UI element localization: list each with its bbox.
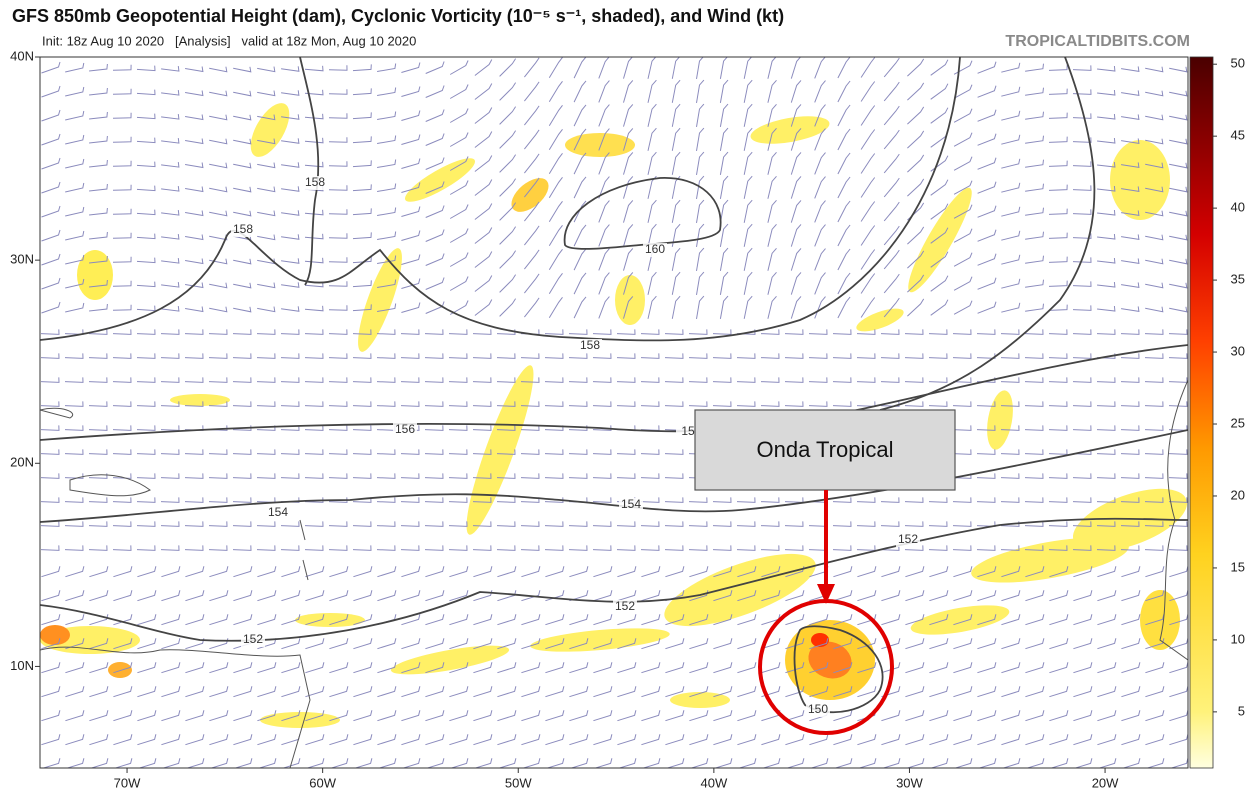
vorticity-blob: [405, 158, 475, 202]
vorticity-blob: [250, 103, 290, 157]
vorticity-blob: [260, 712, 340, 728]
contour-label-bg: [393, 423, 417, 437]
vorticity-blob: [40, 625, 70, 645]
contour-label: 152: [243, 632, 263, 646]
vorticity-blob: [77, 250, 113, 300]
contour-label: 152: [615, 599, 635, 613]
vorticity-blob: [856, 308, 904, 332]
annotation-box: [694, 409, 956, 491]
vorticity-blob: [908, 187, 972, 293]
lon-tick-label: 60W: [309, 775, 336, 790]
vorticity-blob: [170, 394, 230, 406]
highlight-circle: [758, 599, 894, 735]
lat-tick-label: 40N: [10, 48, 34, 63]
lon-tick-label: 30W: [896, 775, 923, 790]
vorticity-blob: [108, 662, 132, 678]
brand: TROPICALTIDBITS.COM: [1005, 33, 1190, 50]
colorbar: [1189, 56, 1214, 769]
colorbar-tick-label: 15: [1231, 559, 1245, 574]
lat-tick-label: 10N: [10, 658, 34, 673]
vorticity-blob: [390, 645, 510, 675]
contour-label-bg: [241, 633, 265, 647]
map-frame: [39, 56, 1189, 769]
contour-label: 158: [305, 175, 325, 189]
height-contour: [299, 57, 320, 286]
height-contour: [793, 625, 884, 714]
contour-label-bg: [806, 703, 830, 717]
vorticity-blob: [971, 537, 1129, 583]
lon-tick-label: 70W: [114, 775, 141, 790]
colorbar-tick-label: 25: [1231, 415, 1245, 430]
lat-tick-label: 20N: [10, 455, 34, 470]
vorticity-blob: [910, 605, 1010, 635]
contour-label: 158: [580, 338, 600, 352]
height-contour: [40, 57, 961, 342]
contour-label: 156: [395, 422, 415, 436]
height-contour: [40, 517, 1188, 642]
map-layers: 158 158 160 158 156 15 154 154 152 152 152 150: [40, 57, 1188, 768]
colorbar-tick-label: 50: [1231, 56, 1245, 71]
contour-label: 15: [681, 424, 695, 438]
vorticity-blob: [511, 178, 549, 212]
lat-tick-label: 30N: [10, 252, 34, 267]
contour-label-bg: [266, 506, 290, 520]
contour-label: 150: [808, 702, 828, 716]
lon-tick-label: 50W: [505, 775, 532, 790]
contour-label-bg: [896, 533, 920, 547]
height-contour: [879, 57, 1096, 411]
vorticity-blob: [530, 628, 670, 652]
contour-label: 158: [233, 222, 253, 236]
contour-label-bg: [578, 339, 602, 353]
vorticity-blob: [750, 116, 830, 144]
contour-label-bg: [619, 498, 643, 512]
map-background: [40, 57, 1188, 768]
colorbar-tick-label: 45: [1231, 128, 1245, 143]
subtitle: Init: 18z Aug 10 2020 [Analysis] valid a…: [42, 33, 416, 48]
colorbar-tick-label: 40: [1231, 200, 1245, 215]
lon-tick-label: 40W: [700, 775, 727, 790]
vorticity-blob: [466, 365, 534, 535]
title: GFS 850mb Geopotential Height (dam), Cyc…: [12, 6, 784, 26]
lon-tick-label: 20W: [1092, 775, 1119, 790]
contour-label: 154: [621, 497, 641, 511]
contour-label-bg: [303, 176, 327, 190]
vorticity-blob: [565, 133, 635, 157]
contour-label: 152: [898, 532, 918, 546]
arrow-head: [817, 584, 835, 604]
contour-label-bg: [676, 425, 700, 439]
contour-label: 160: [645, 242, 665, 256]
height-contour: [563, 177, 722, 250]
vorticity-blob: [1072, 488, 1188, 552]
colorbar-tick-label: 20: [1231, 487, 1245, 502]
contour-label-bg: [613, 600, 637, 614]
colorbar-tick-label: 10: [1231, 631, 1245, 646]
axis-ticks: 40N 30N 20N 10N 70W 60W 50W 40W 30W 20W 5 10 15 20 25 3…: [10, 48, 1245, 790]
vorticity-blob: [1110, 140, 1170, 220]
contour-label-bg: [231, 223, 255, 237]
contour-label-bg: [643, 243, 667, 257]
colorbar-tick-label: 5: [1238, 703, 1245, 718]
colorbar-tick-label: 30: [1231, 343, 1245, 358]
annotation-text: Onda Tropical: [757, 437, 894, 462]
vorticity-blob: [987, 390, 1013, 450]
vorticity-blob: [358, 248, 402, 352]
contour-label: 154: [268, 505, 288, 519]
contour-labels: 158 158 160 158 156 15 154 154 152 152 152 150: [231, 175, 920, 717]
colorbar-tick-label: 35: [1231, 272, 1245, 287]
